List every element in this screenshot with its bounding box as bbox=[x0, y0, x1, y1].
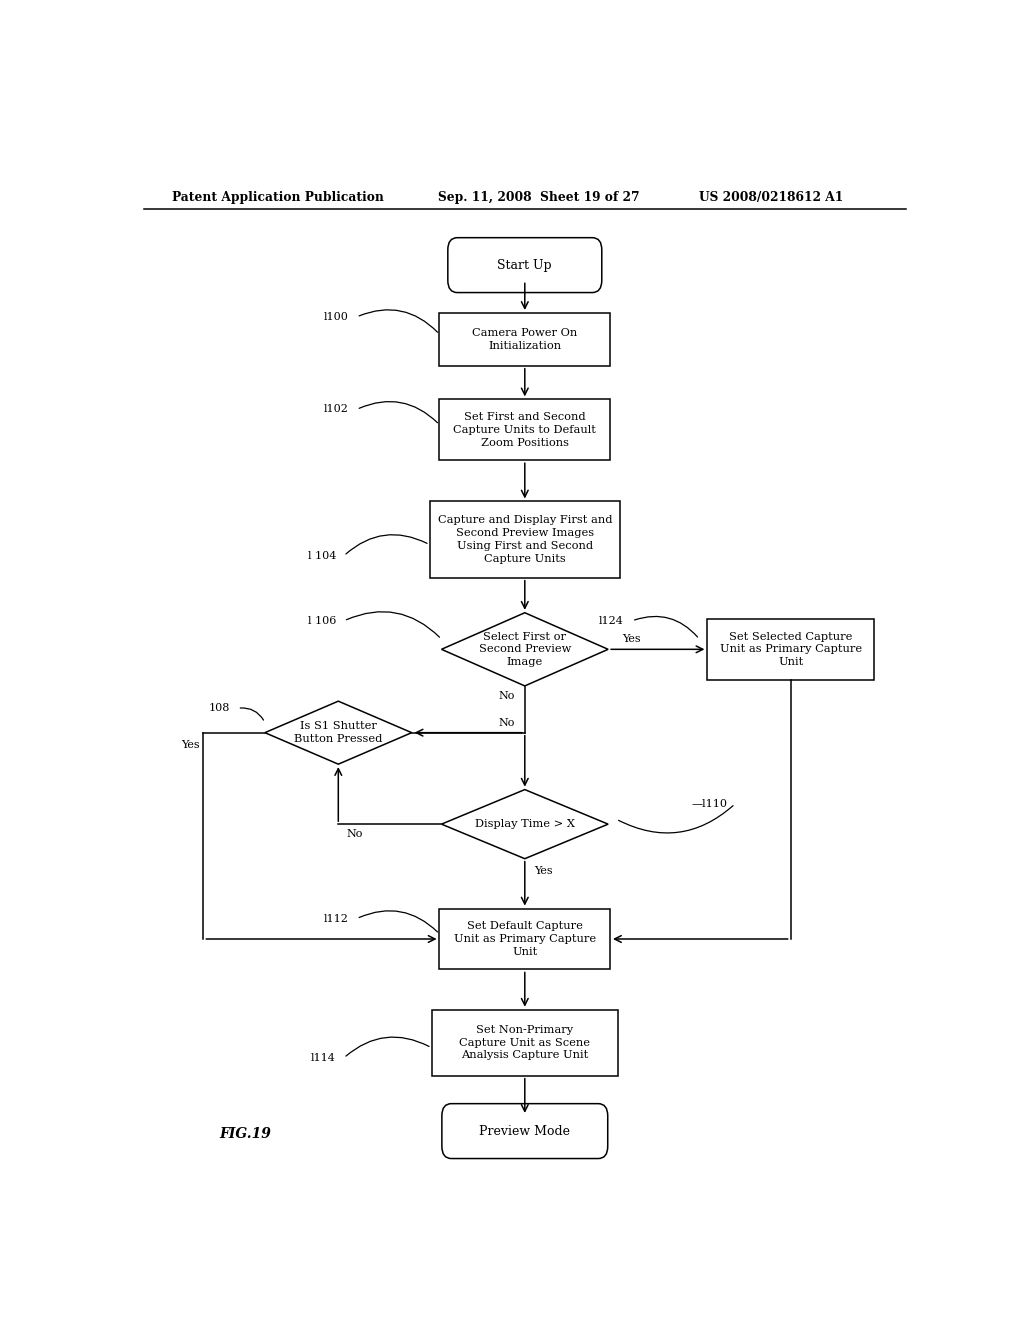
Polygon shape bbox=[441, 789, 608, 859]
Text: l 106: l 106 bbox=[307, 616, 336, 626]
Text: 108: 108 bbox=[208, 704, 229, 713]
FancyBboxPatch shape bbox=[439, 399, 610, 461]
Text: l112: l112 bbox=[324, 913, 348, 924]
Text: Set Non-Primary
Capture Unit as Scene
Analysis Capture Unit: Set Non-Primary Capture Unit as Scene An… bbox=[460, 1024, 590, 1060]
Text: No: No bbox=[499, 718, 515, 727]
FancyBboxPatch shape bbox=[439, 313, 610, 366]
FancyBboxPatch shape bbox=[430, 502, 620, 578]
Text: Yes: Yes bbox=[623, 634, 641, 644]
Text: Camera Power On
Initialization: Camera Power On Initialization bbox=[472, 327, 578, 351]
Text: Set First and Second
Capture Units to Default
Zoom Positions: Set First and Second Capture Units to De… bbox=[454, 412, 596, 447]
Text: Yes: Yes bbox=[181, 741, 200, 750]
Text: US 2008/0218612 A1: US 2008/0218612 A1 bbox=[699, 190, 844, 203]
Text: No: No bbox=[346, 829, 362, 840]
Text: Yes: Yes bbox=[535, 866, 553, 876]
Text: Start Up: Start Up bbox=[498, 259, 552, 272]
Text: Capture and Display First and
Second Preview Images
Using First and Second
Captu: Capture and Display First and Second Pre… bbox=[437, 515, 612, 564]
Text: Set Selected Capture
Unit as Primary Capture
Unit: Set Selected Capture Unit as Primary Cap… bbox=[720, 631, 862, 667]
Text: l 104: l 104 bbox=[307, 550, 336, 561]
FancyBboxPatch shape bbox=[439, 908, 610, 969]
Text: Sep. 11, 2008  Sheet 19 of 27: Sep. 11, 2008 Sheet 19 of 27 bbox=[437, 190, 639, 203]
Text: No: No bbox=[499, 692, 515, 701]
Text: l114: l114 bbox=[311, 1053, 336, 1063]
Text: Select First or
Second Preview
Image: Select First or Second Preview Image bbox=[478, 631, 571, 667]
Text: l102: l102 bbox=[324, 404, 348, 414]
FancyBboxPatch shape bbox=[442, 1104, 607, 1159]
Text: Display Time > X: Display Time > X bbox=[475, 820, 574, 829]
Polygon shape bbox=[441, 612, 608, 686]
Text: Patent Application Publication: Patent Application Publication bbox=[172, 190, 384, 203]
Polygon shape bbox=[265, 701, 412, 764]
FancyBboxPatch shape bbox=[431, 1010, 618, 1076]
Text: Is S1 Shutter
Button Pressed: Is S1 Shutter Button Pressed bbox=[294, 721, 383, 744]
Text: l124: l124 bbox=[599, 616, 624, 626]
Text: FIG.19: FIG.19 bbox=[219, 1127, 271, 1142]
FancyBboxPatch shape bbox=[447, 238, 602, 293]
FancyBboxPatch shape bbox=[708, 619, 873, 680]
Text: Preview Mode: Preview Mode bbox=[479, 1125, 570, 1138]
Text: l100: l100 bbox=[324, 312, 348, 322]
Text: —l110: —l110 bbox=[691, 799, 727, 809]
Text: Set Default Capture
Unit as Primary Capture
Unit: Set Default Capture Unit as Primary Capt… bbox=[454, 921, 596, 957]
